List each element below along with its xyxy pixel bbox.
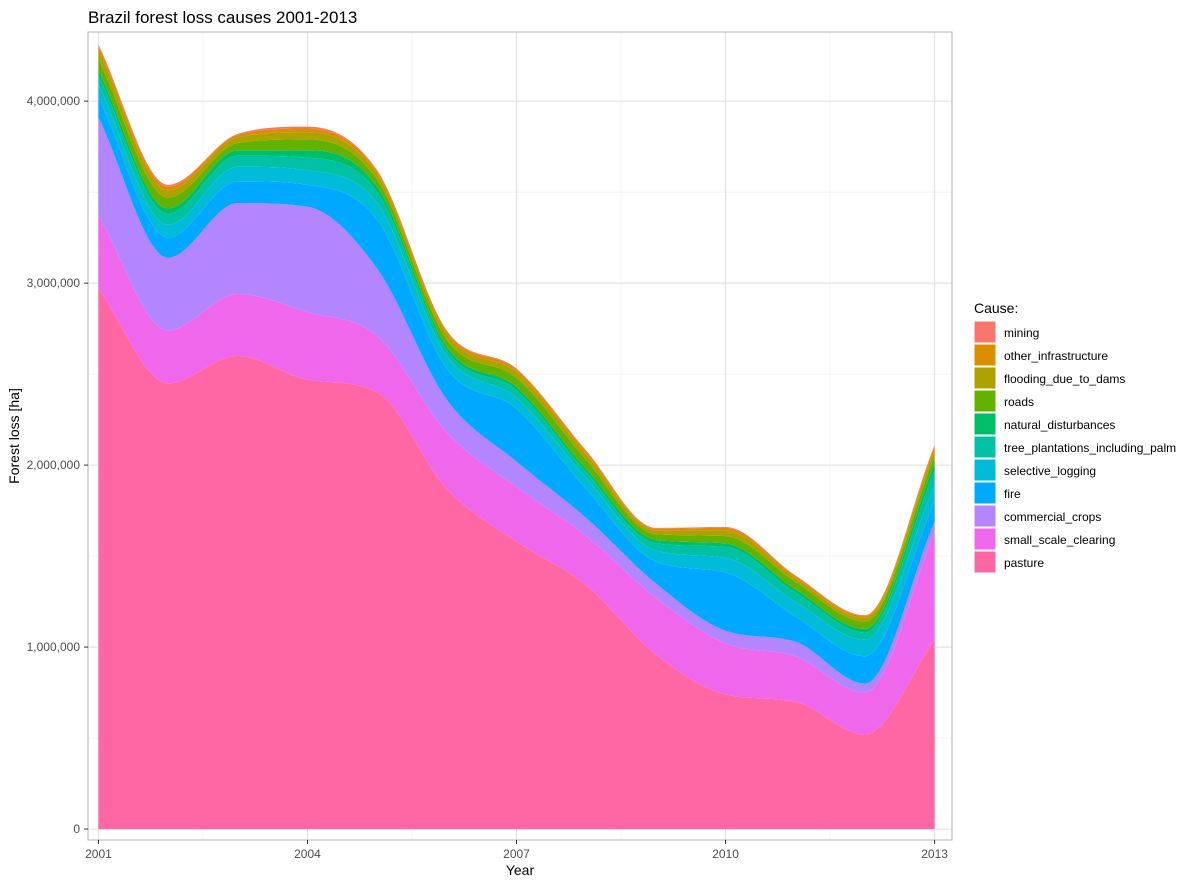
legend-label: other_infrastructure — [1004, 349, 1108, 363]
x-tick-label: 2007 — [503, 847, 530, 861]
legend-key-fire — [973, 481, 997, 505]
y-axis-title: Forest loss [ha] — [6, 388, 22, 484]
legend-label: commercial_crops — [1004, 510, 1101, 524]
area-layer — [98, 44, 935, 830]
x-tick-label: 2004 — [294, 847, 321, 861]
x-tick-label: 2013 — [921, 847, 948, 861]
y-tick-label: 0 — [73, 822, 80, 836]
y-tick-label: 2,000,000 — [27, 458, 81, 472]
x-tick-label: 2010 — [712, 847, 739, 861]
y-tick-label: 4,000,000 — [27, 94, 81, 108]
y-tick-label: 3,000,000 — [27, 276, 81, 290]
legend-label: tree_plantations_including_palm — [1004, 441, 1176, 455]
area-pasture — [98, 288, 935, 830]
chart-title: Brazil forest loss causes 2001-2013 — [88, 8, 357, 27]
legend-key-flooding-due-to-dams — [973, 366, 997, 390]
legend-key-commercial-crops — [973, 504, 997, 528]
y-tick-label: 1,000,000 — [27, 640, 81, 654]
legend-label: pasture — [1004, 556, 1044, 570]
area-small-scale-clearing — [98, 215, 935, 735]
legend-key-pasture — [973, 550, 997, 574]
legend-key-natural-disturbances — [973, 412, 997, 436]
area-commercial-crops — [98, 117, 935, 693]
legend-key-roads — [973, 389, 997, 413]
x-tick-label: 2001 — [85, 847, 112, 861]
legend-label: natural_disturbances — [1004, 418, 1115, 432]
legend-key-tree-plantations-including-palm — [973, 435, 997, 459]
x-axis-title: Year — [506, 862, 535, 878]
legend-key-other-infrastructure — [973, 343, 997, 367]
legend-label: roads — [1004, 395, 1034, 409]
legend: Cause: mining other_infrastructurefloodin… — [973, 300, 1176, 574]
axes: 0 1,000,000 2,000,000 3,000,000 4,000,000 200… — [27, 94, 949, 861]
legend-label: fire — [1004, 487, 1021, 501]
legend-label: selective_logging — [1004, 464, 1096, 478]
legend-label: mining — [1004, 326, 1039, 340]
legend-label: flooding_due_to_dams — [1004, 372, 1125, 386]
panel-border — [87, 31, 953, 841]
legend-key-mining — [973, 320, 997, 344]
legend-label: small_scale_clearing — [1004, 533, 1115, 547]
legend-title: Cause: — [974, 300, 1018, 316]
legend-key-selective-logging — [973, 458, 997, 482]
legend-key-small-scale-clearing — [973, 527, 997, 551]
